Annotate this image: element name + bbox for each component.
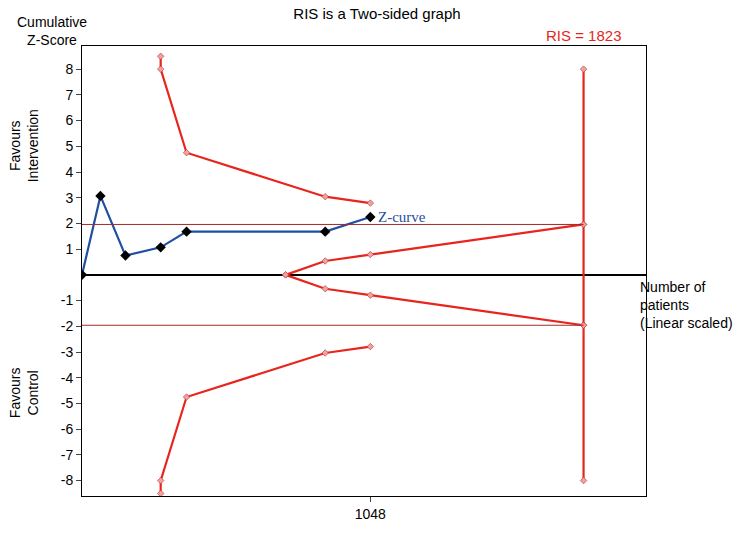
- svg-text:1048: 1048: [355, 506, 386, 522]
- svg-text:Number ofpatients(Linear scale: Number ofpatients(Linear scaled): [640, 279, 733, 331]
- svg-text:Z-curve: Z-curve: [378, 209, 426, 225]
- svg-text:6: 6: [65, 112, 73, 128]
- svg-text:2: 2: [65, 215, 73, 231]
- svg-text:5: 5: [65, 138, 73, 154]
- svg-text:-7: -7: [61, 447, 74, 463]
- svg-text:CumulativeZ-Score: CumulativeZ-Score: [17, 14, 87, 48]
- svg-text:4: 4: [65, 164, 73, 180]
- svg-text:FavoursIntervention: FavoursIntervention: [7, 109, 41, 182]
- svg-text:3: 3: [65, 190, 73, 206]
- svg-text:8: 8: [65, 61, 73, 77]
- svg-text:RIS = 1823: RIS = 1823: [546, 27, 621, 44]
- svg-text:-8: -8: [61, 472, 74, 488]
- svg-text:-5: -5: [61, 395, 74, 411]
- svg-text:-2: -2: [61, 318, 74, 334]
- svg-text:FavoursControl: FavoursControl: [7, 368, 41, 419]
- svg-text:7: 7: [65, 87, 73, 103]
- svg-text:-4: -4: [61, 370, 74, 386]
- svg-text:-1: -1: [61, 292, 74, 308]
- svg-text:-6: -6: [61, 421, 74, 437]
- svg-text:-3: -3: [61, 344, 74, 360]
- svg-text:RIS is a Two-sided graph: RIS is a Two-sided graph: [293, 5, 460, 22]
- svg-text:1: 1: [65, 241, 73, 257]
